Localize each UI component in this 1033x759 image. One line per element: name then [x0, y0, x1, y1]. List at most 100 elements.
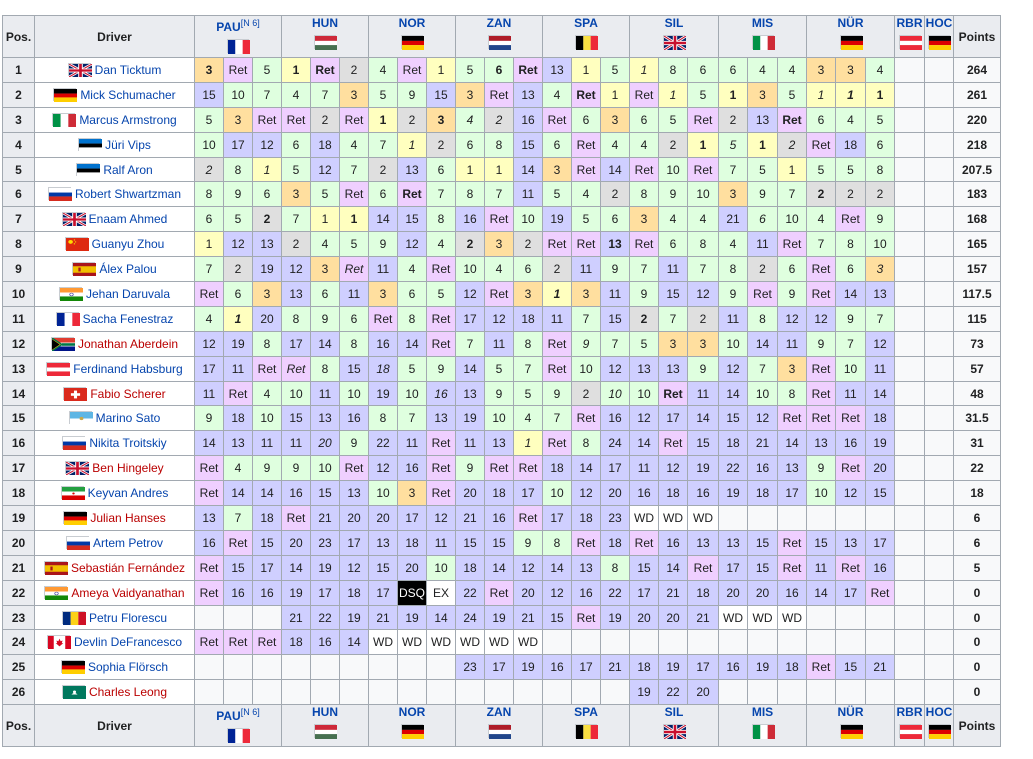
result-cell: 4	[806, 206, 836, 233]
header-round-nor[interactable]: NOR	[368, 15, 456, 58]
result-cell: 9	[777, 281, 807, 307]
result-cell: 4	[310, 231, 340, 258]
driver-name-link[interactable]: Sebastián Fernández	[70, 560, 186, 575]
driver-cell: Ferdinand Habsburg	[34, 355, 195, 382]
driver-name-link[interactable]: Jehan Daruvala	[85, 286, 171, 301]
driver-name-link[interactable]: Enaam Ahmed	[88, 212, 168, 227]
header-round-nür[interactable]: NÜR	[806, 15, 895, 58]
driver-name-link[interactable]: Keyvan Andres	[87, 486, 169, 501]
table-row: 26 Charles Leong 19 22 20 0	[2, 679, 1001, 706]
result-cell: 2	[777, 131, 807, 158]
driver-name-link[interactable]: Devlin DeFrancesco	[73, 635, 183, 650]
round-code-link[interactable]: HOC	[925, 16, 953, 31]
round-code-link[interactable]: PAU[N 6]	[216, 18, 260, 34]
result-cell: 12	[571, 480, 601, 507]
driver-cell: Ameya Vaidyanathan	[34, 579, 195, 606]
round-code-link[interactable]: NÜR	[837, 16, 864, 31]
round-code-link[interactable]: SPA	[574, 16, 598, 31]
round-code-link[interactable]: NÜR	[837, 705, 864, 720]
round-code-link[interactable]: SIL	[664, 705, 684, 720]
round-code-link[interactable]: ZAN	[486, 16, 512, 31]
result-cell	[484, 679, 514, 706]
footer-round-spa[interactable]: SPA	[542, 704, 630, 748]
driver-name-link[interactable]: Mick Schumacher	[80, 87, 176, 102]
result-cell	[924, 131, 954, 158]
footnote-link[interactable]: [N 6]	[240, 707, 260, 718]
footer-round-mis[interactable]: MIS	[718, 704, 807, 748]
footer-round-hun[interactable]: HUN	[281, 704, 369, 748]
driver-name-link[interactable]: Dan Ticktum	[94, 62, 162, 77]
driver-name-link[interactable]: Álex Palou	[99, 262, 157, 277]
result-cell: 11	[865, 355, 895, 382]
result-cell: 12	[281, 256, 311, 283]
result-cell: 19	[629, 679, 659, 706]
round-code-link[interactable]: SPA	[574, 705, 598, 720]
driver-name-link[interactable]: Julian Hanses	[90, 510, 166, 525]
driver-name-link[interactable]: Jonathan Aberdein	[77, 336, 179, 351]
result-cell: 20	[310, 430, 340, 457]
round-code-link[interactable]: SIL	[664, 16, 684, 31]
driver-name-link[interactable]: Charles Leong	[88, 685, 168, 700]
driver-name-link[interactable]: Jüri Vips	[105, 137, 151, 152]
driver-name-link[interactable]: Ameya Vaidyanathan	[71, 585, 185, 600]
result-cell: 15	[281, 405, 311, 432]
header-round-zan[interactable]: ZAN	[455, 15, 543, 58]
header-round-hoc[interactable]: HOC	[924, 15, 954, 58]
driver-name-link[interactable]: Petru Florescu	[88, 610, 168, 625]
round-code-link[interactable]: NOR	[398, 16, 426, 31]
driver-name-link[interactable]: Artem Petrov	[92, 535, 164, 550]
round-code-link[interactable]: ZAN	[486, 705, 512, 720]
header-round-sil[interactable]: SIL	[629, 15, 719, 58]
result-cell	[865, 629, 895, 656]
round-code-link[interactable]: MIS	[751, 16, 774, 31]
driver-name-link[interactable]: Ferdinand Habsburg	[73, 361, 183, 376]
footer-round-sil[interactable]: SIL	[629, 704, 719, 748]
result-cell: 9	[542, 380, 572, 407]
footer-round-nür[interactable]: NÜR	[806, 704, 895, 748]
driver-name-link[interactable]: Fabio Scherer	[90, 386, 166, 401]
round-code-link[interactable]: NOR	[398, 705, 426, 720]
result-cell: 7	[397, 405, 427, 432]
driver-name-link[interactable]: Guanyu Zhou	[91, 237, 165, 252]
round-code-link[interactable]: MIS	[751, 705, 774, 720]
driver-name-link[interactable]: Sacha Fenestraz	[82, 311, 174, 326]
round-code-link[interactable]: HUN	[312, 705, 338, 720]
result-cell: 11	[252, 430, 282, 457]
footer-round-rbr[interactable]: RBR	[894, 704, 925, 748]
result-cell: 13	[629, 355, 659, 382]
position-cell: 6	[2, 181, 35, 208]
footer-round-pau[interactable]: PAU[N 6]	[194, 704, 282, 748]
footer-round-nor[interactable]: NOR	[368, 704, 456, 748]
header-round-spa[interactable]: SPA	[542, 15, 630, 58]
header-round-rbr[interactable]: RBR	[894, 15, 925, 58]
result-cell: 12	[600, 355, 630, 382]
driver-name-link[interactable]: Ralf Aron	[103, 162, 153, 177]
driver-name-link[interactable]: Nikita Troitskiy	[89, 436, 167, 451]
result-cell: 16	[397, 455, 427, 482]
footer-round-zan[interactable]: ZAN	[455, 704, 543, 748]
result-cell: 6	[865, 131, 895, 158]
result-cell: 8	[455, 181, 485, 208]
driver-name-link[interactable]: Marcus Armstrong	[79, 112, 177, 127]
header-round-pau[interactable]: PAU[N 6]	[194, 15, 282, 58]
driver-name-link[interactable]: Ben Hingeley	[92, 461, 164, 476]
header-round-hun[interactable]: HUN	[281, 15, 369, 58]
round-code-link[interactable]: RBR	[896, 705, 923, 720]
in-flag-icon	[58, 286, 83, 301]
round-code-link[interactable]: HUN	[312, 16, 338, 31]
result-cell: 11	[718, 305, 748, 332]
result-cell: 3	[629, 206, 659, 233]
driver-name-link[interactable]: Marino Sato	[95, 411, 161, 426]
result-cell: 1	[223, 305, 253, 332]
driver-name-link[interactable]: Sophia Flörsch	[87, 660, 169, 675]
round-code-link[interactable]: HOC	[925, 705, 953, 720]
header-round-mis[interactable]: MIS	[718, 15, 807, 58]
result-cell: 20	[865, 455, 895, 482]
driver-name-link[interactable]: Robert Shwartzman	[74, 187, 182, 202]
round-code-link[interactable]: RBR	[896, 16, 923, 31]
footnote-link[interactable]: [N 6]	[240, 18, 260, 28]
result-cell: 20	[747, 579, 778, 606]
result-cell	[894, 405, 925, 432]
footer-round-hoc[interactable]: HOC	[924, 704, 954, 748]
round-code-link[interactable]: PAU[N 6]	[216, 707, 260, 724]
